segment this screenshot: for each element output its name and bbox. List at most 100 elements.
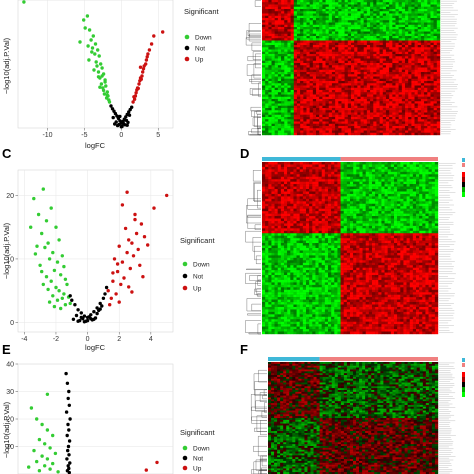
heatmap-cell — [299, 193, 304, 197]
heatmap-cell — [379, 83, 383, 86]
heatmap-cell — [385, 110, 390, 113]
heatmap-cell — [290, 213, 294, 217]
heatmap-cell — [300, 130, 304, 133]
point-down — [29, 225, 33, 229]
heatmap-cell — [353, 186, 357, 190]
heatmap-cell — [274, 36, 279, 39]
heatmap-cell — [325, 126, 329, 129]
heatmap-cell — [425, 191, 429, 195]
heatmap-cell — [300, 18, 304, 21]
legend-a: Significant Down Not Up — [184, 7, 220, 64]
heatmap-cell — [401, 67, 406, 70]
heatmap-cell — [370, 51, 374, 55]
heatmap-cell — [268, 87, 272, 91]
heatmap-cell — [403, 193, 407, 197]
legend-e: Significant Down Not Up — [180, 428, 216, 473]
heatmap-cell — [427, 78, 431, 82]
heatmap-cell — [398, 69, 403, 73]
heatmap-cell — [344, 47, 349, 50]
heatmap-cell — [411, 47, 415, 50]
heatmap-cell — [360, 38, 364, 41]
heatmap-cell — [265, 112, 269, 115]
heatmap-cell — [303, 24, 307, 28]
point-up — [115, 269, 120, 274]
heatmap-cell — [370, 22, 374, 25]
heatmap-cell — [315, 191, 319, 195]
heatmap-cell — [303, 18, 307, 21]
point-down — [36, 212, 41, 217]
heatmap-cell — [370, 18, 374, 21]
heatmap-cell — [325, 112, 329, 115]
heatmap-cell — [316, 74, 320, 77]
heatmap-cell — [277, 58, 282, 61]
heatmap-cell — [357, 15, 361, 19]
heatmap-cell — [281, 40, 285, 43]
heatmap-cell — [363, 20, 368, 23]
heatmap-cell — [382, 63, 387, 66]
heatmap-cell — [363, 126, 368, 129]
heatmap-cell — [312, 78, 317, 82]
heatmap-cell — [424, 54, 428, 57]
heatmap-cell — [390, 196, 395, 200]
heatmap-cell — [262, 2, 266, 5]
heatmap-cell — [395, 0, 399, 3]
heatmap-cell — [397, 193, 401, 197]
heatmap-cell — [373, 33, 377, 37]
heatmap-cell — [370, 90, 374, 93]
heatmap-cell — [417, 9, 422, 12]
point-up — [136, 247, 140, 252]
heatmap-cell — [300, 45, 304, 48]
heatmap-cell — [378, 164, 382, 168]
heatmap-cell — [398, 31, 403, 34]
heatmap-cell — [419, 198, 423, 202]
heatmap-cell — [357, 126, 361, 129]
point-down — [51, 250, 55, 255]
heatmap-cell — [306, 49, 310, 52]
heatmap-cell — [347, 58, 352, 61]
heatmap-cell — [420, 40, 425, 43]
heatmap-cell — [385, 117, 390, 120]
heatmap-cell — [382, 108, 387, 111]
heatmap-cell — [408, 42, 412, 46]
heatmap-cell — [362, 164, 366, 168]
heatmap-cell — [303, 58, 307, 61]
heatmap-cell — [271, 213, 275, 217]
heatmap-cell — [434, 164, 439, 168]
heatmap-cell — [351, 101, 355, 104]
heatmap-cell — [373, 128, 377, 131]
heatmap-cell — [372, 196, 376, 200]
heatmap-cell — [350, 206, 354, 209]
point-not — [73, 303, 77, 307]
point-down — [78, 40, 82, 44]
heatmap-cell — [296, 24, 301, 28]
heatmap-cell — [268, 42, 272, 46]
heatmap-cell — [334, 164, 338, 168]
heatmap-cell — [290, 81, 294, 84]
heatmap-cell — [316, 121, 320, 124]
heatmap-cell — [346, 162, 351, 165]
heatmap-cell — [347, 74, 352, 77]
heatmap-cell — [309, 2, 314, 5]
heatmap-cell — [328, 103, 333, 106]
heatmap-cell — [309, 119, 314, 122]
heatmap-cell — [268, 179, 272, 182]
heatmap-cell — [318, 186, 322, 190]
heatmap-cell — [331, 76, 336, 79]
point-down — [105, 90, 110, 94]
heatmap-cell — [389, 72, 393, 75]
heatmap-cell — [343, 196, 348, 200]
heatmap-cell — [290, 94, 294, 97]
heatmap-cell — [296, 132, 301, 136]
heatmap-cell — [398, 132, 403, 136]
heatmap-cell — [381, 186, 385, 190]
heatmap-cell — [325, 38, 329, 41]
heatmap-cell — [389, 92, 393, 95]
heatmap-cell — [284, 112, 288, 115]
heatmap-cell — [293, 36, 298, 39]
heatmap-cell — [411, 36, 415, 39]
heatmap-cell — [401, 74, 406, 77]
heatmap-cell — [387, 174, 392, 177]
heatmap-cell — [328, 76, 333, 79]
heatmap-cell — [408, 126, 412, 129]
heatmap-cell — [356, 164, 360, 168]
